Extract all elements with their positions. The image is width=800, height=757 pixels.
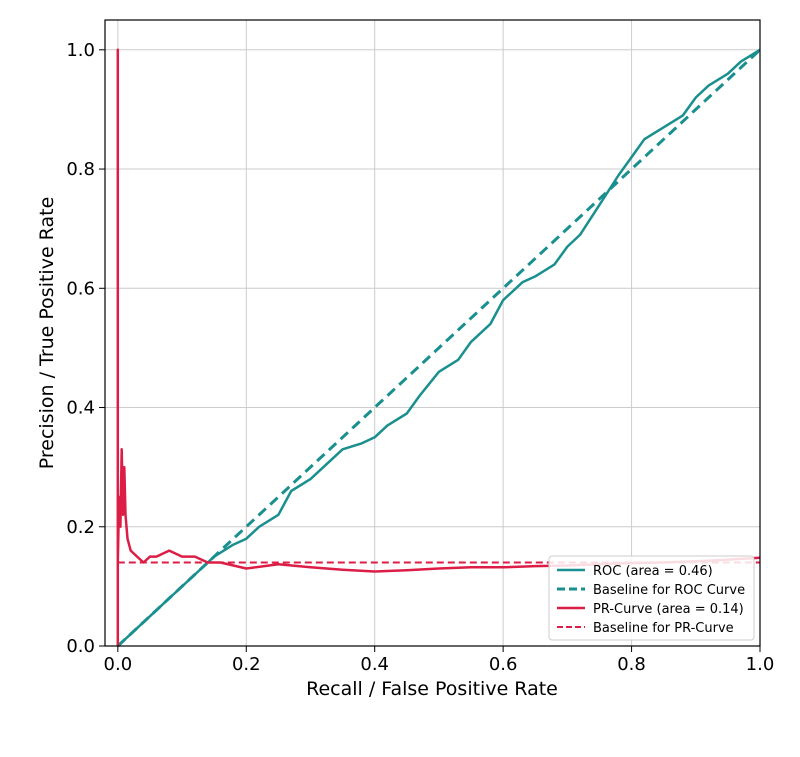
plot-background bbox=[105, 20, 760, 646]
y-tick-label: 0.2 bbox=[66, 517, 95, 538]
x-axis-label: Recall / False Positive Rate bbox=[306, 678, 558, 700]
series-line-1 bbox=[116, 48, 762, 648]
legend-entry-label: ROC (area = 0.46) bbox=[593, 564, 713, 579]
plot-frame bbox=[104, 19, 761, 647]
y-tick-label: 0.8 bbox=[66, 159, 95, 180]
y-axis-label: Precision / True Positive Rate bbox=[36, 197, 58, 470]
x-tick-label: 1.0 bbox=[746, 654, 775, 675]
legend-box bbox=[548, 555, 755, 641]
x-tick-label: 0.6 bbox=[489, 654, 518, 675]
ticks: 0.0 0.2 0.4 0.6 0.8 1.0 0.0 0.2 0.4 0.6 0.8 1.0 bbox=[66, 40, 774, 675]
y-tick-label: 0.6 bbox=[66, 278, 95, 299]
legend-entry-label: PR-Curve (area = 0.14) bbox=[593, 602, 744, 617]
x-tick-label: 0.4 bbox=[360, 654, 389, 675]
x-tick-label: 0.0 bbox=[104, 654, 133, 675]
y-tick-label: 1.0 bbox=[66, 40, 95, 61]
x-tick-label: 0.8 bbox=[617, 654, 646, 675]
legend-entry-label: Baseline for ROC Curve bbox=[593, 583, 745, 598]
y-tick-label: 0.0 bbox=[66, 636, 95, 657]
y-tick-label: 0.4 bbox=[66, 398, 95, 419]
legend: ROC (area = 0.46) Baseline for ROC Curve P… bbox=[548, 555, 755, 641]
legend-entry-label: Baseline for PR-Curve bbox=[593, 621, 734, 636]
series-line-0 bbox=[116, 48, 761, 647]
x-tick-label: 0.2 bbox=[232, 654, 261, 675]
